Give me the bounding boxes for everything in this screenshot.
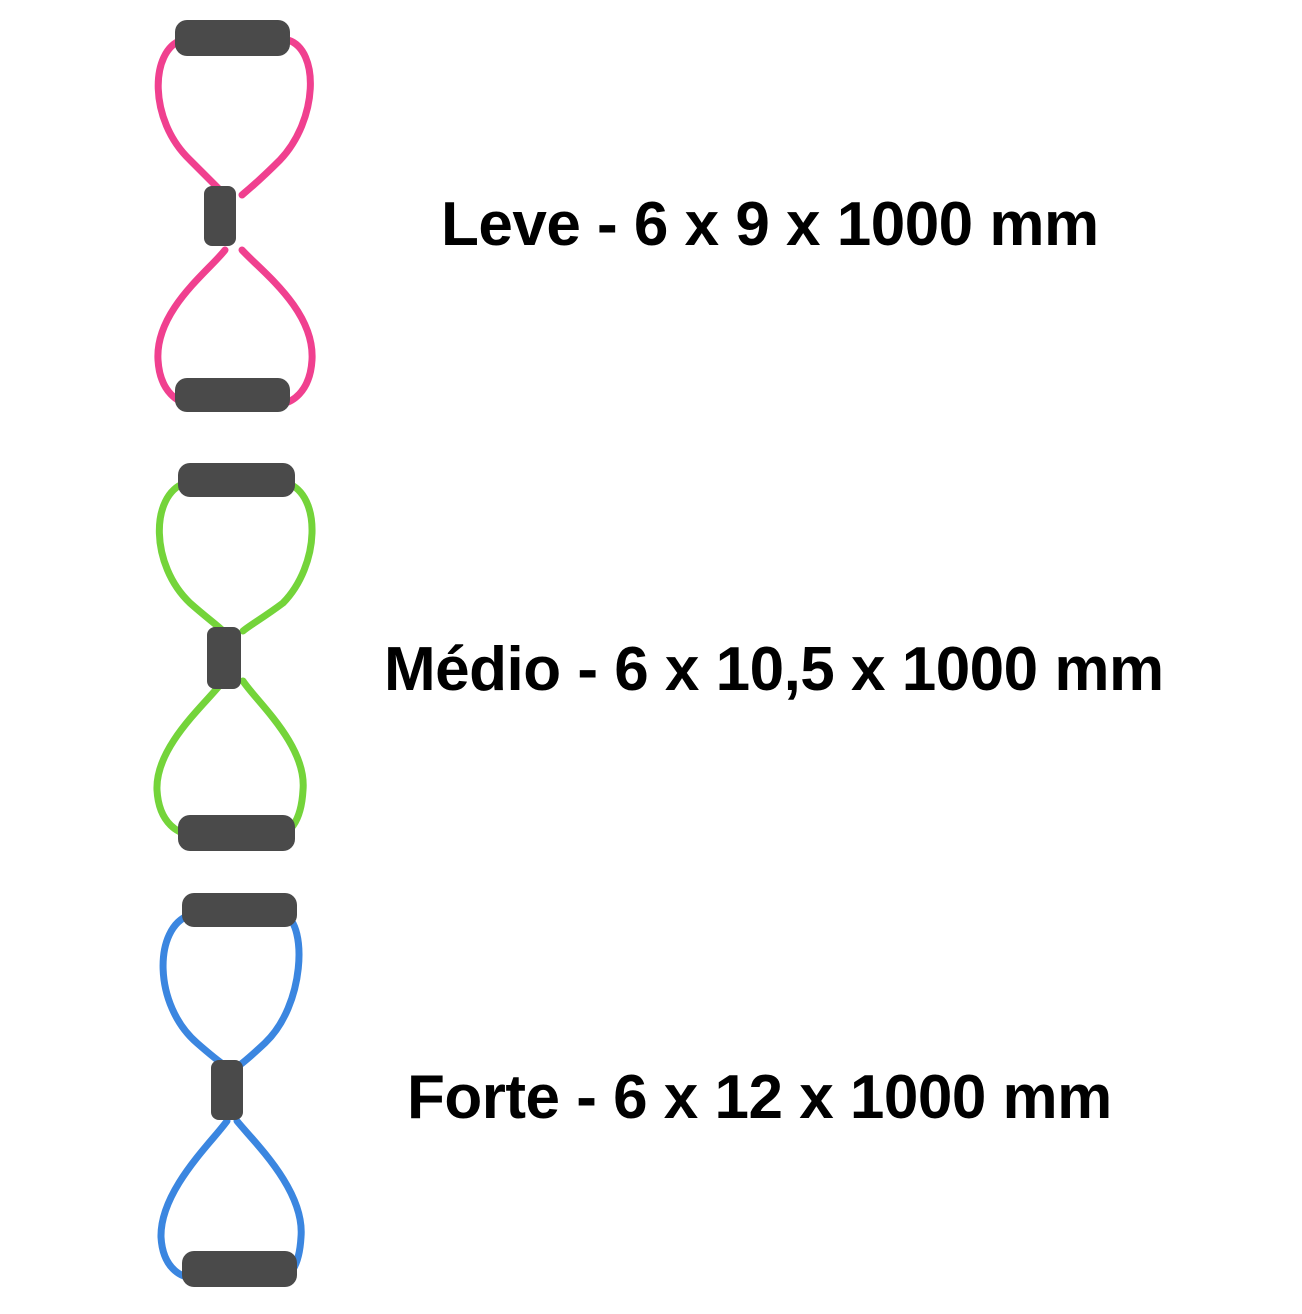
- resistance-band-medium: [135, 455, 435, 855]
- figure-eight-resistance-band-icon: [153, 463, 316, 851]
- resistance-band-strong: [135, 885, 435, 1305]
- figure-eight-resistance-band-icon: [154, 20, 316, 412]
- band-label-light: Leve - 6 x 9 x 1000 mm: [441, 190, 1099, 259]
- band-label-medium: Médio - 6 x 10,5 x 1000 mm: [384, 635, 1164, 704]
- figure-eight-resistance-band-icon: [157, 893, 305, 1287]
- band-label-strong: Forte - 6 x 12 x 1000 mm: [407, 1063, 1112, 1132]
- resistance-band-light: [130, 10, 430, 420]
